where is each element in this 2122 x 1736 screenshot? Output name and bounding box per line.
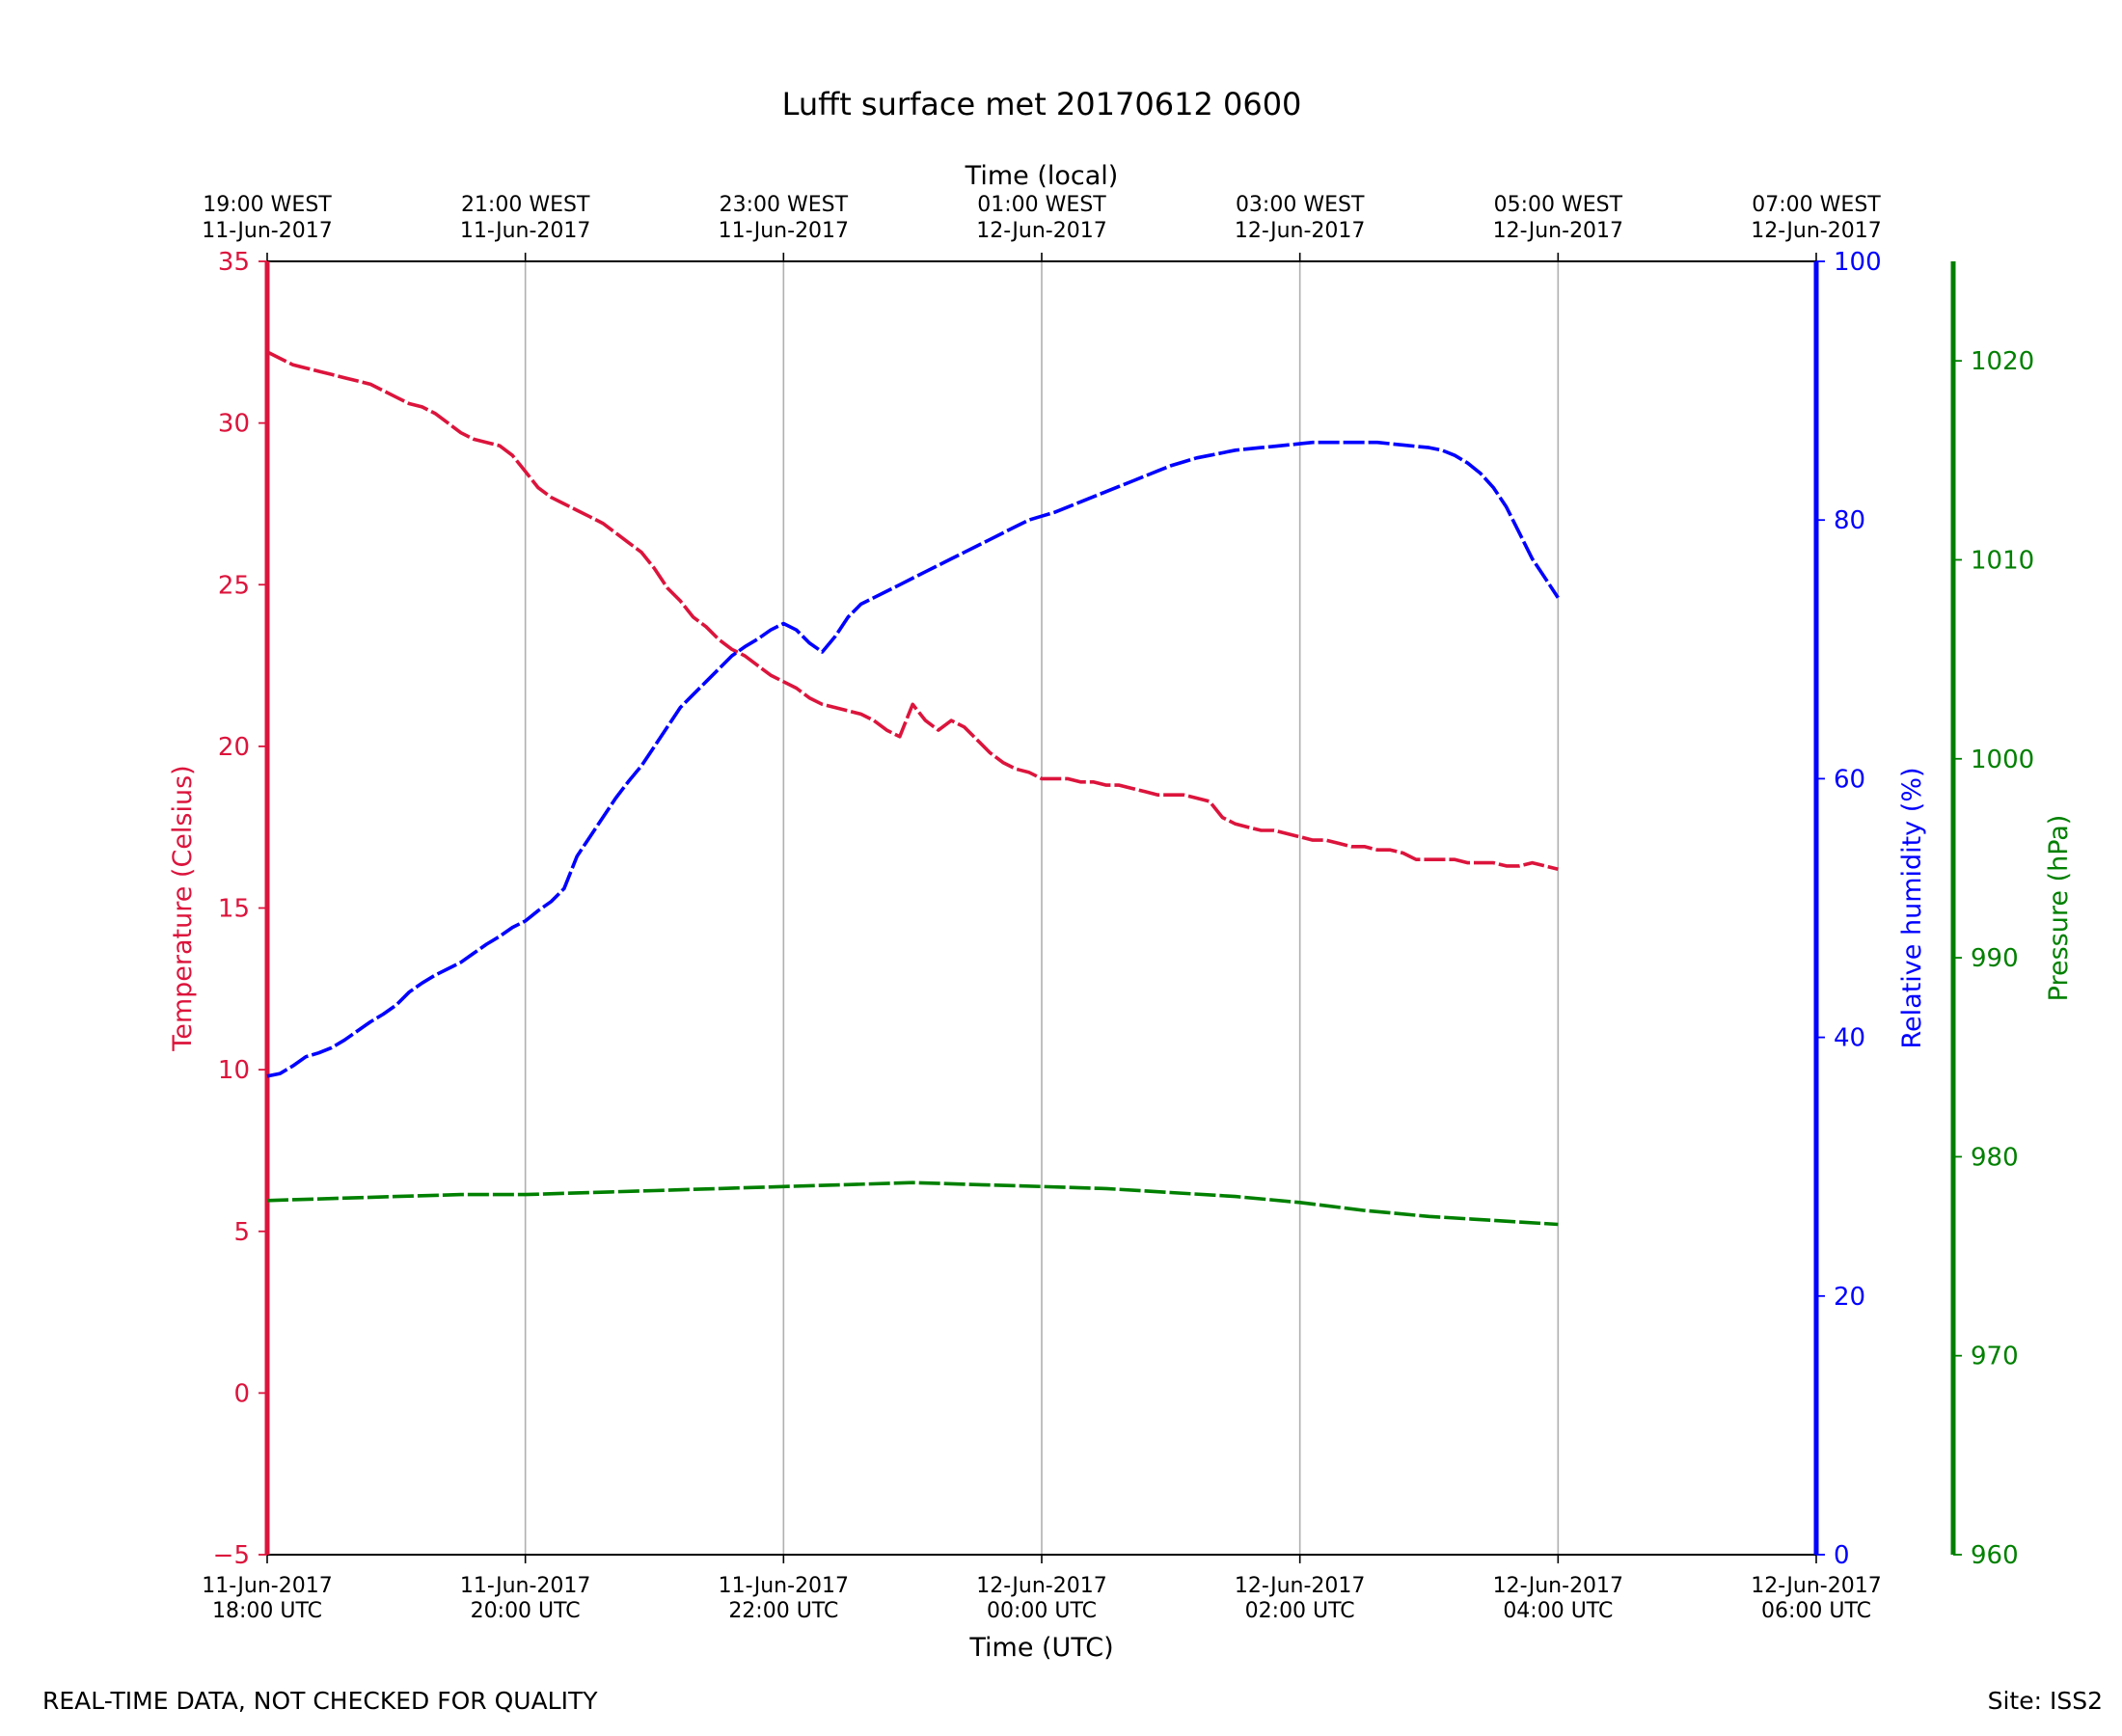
x-tick-label-date: 12-Jun-2017 xyxy=(1493,1574,1623,1598)
x-tick-label-time: 06:00 UTC xyxy=(1761,1599,1871,1623)
humidity-tick-label: 20 xyxy=(1834,1283,1865,1312)
pressure-tick-label: 990 xyxy=(1971,944,2019,973)
temperature-tick-label: 25 xyxy=(218,571,250,600)
x-tick-label-date: 12-Jun-2017 xyxy=(1751,1574,1881,1598)
humidity-tick-label: 60 xyxy=(1834,765,1865,794)
humidity-series-line xyxy=(266,440,1560,1078)
top-axis-label: Time (local) xyxy=(965,161,1119,191)
x-tick-label-time: 04:00 UTC xyxy=(1503,1599,1613,1623)
top-tick-label-time: 23:00 WEST xyxy=(720,193,849,217)
temperature-tick-label: −5 xyxy=(213,1541,250,1570)
top-tick-label-date: 11-Jun-2017 xyxy=(719,219,849,243)
humidity-tick-label: 100 xyxy=(1834,248,1882,277)
pressure-axis-label: Pressure (hPa) xyxy=(2044,815,2074,1002)
temperature-tick-label: 30 xyxy=(218,410,250,439)
x-axis-label: Time (UTC) xyxy=(968,1633,1113,1663)
top-tick-label-time: 01:00 WEST xyxy=(977,193,1106,217)
humidity-axis-label: Relative humidity (%) xyxy=(1897,767,1927,1048)
x-tick-label-time: 20:00 UTC xyxy=(471,1599,581,1623)
quality-note: REAL-TIME DATA, NOT CHECKED FOR QUALITY xyxy=(42,1687,598,1715)
top-tick-label-date: 12-Jun-2017 xyxy=(1751,219,1881,243)
top-tick-label-date: 11-Jun-2017 xyxy=(202,219,332,243)
x-tick-label-date: 11-Jun-2017 xyxy=(460,1574,590,1598)
humidity-tick-label: 80 xyxy=(1834,506,1865,535)
top-tick-label-date: 12-Jun-2017 xyxy=(1493,219,1623,243)
x-tick-label-time: 18:00 UTC xyxy=(212,1599,322,1623)
temperature-tick-label: 35 xyxy=(218,248,250,277)
temperature-tick-label: 10 xyxy=(218,1056,250,1085)
pressure-tick-label: 960 xyxy=(1971,1541,2019,1570)
pressure-series-line xyxy=(266,1180,1559,1227)
humidity-tick-label: 0 xyxy=(1834,1541,1850,1570)
temperature-series-line xyxy=(266,350,1559,872)
pressure-tick-label: 970 xyxy=(1971,1343,2019,1371)
top-tick-label-date: 11-Jun-2017 xyxy=(460,219,590,243)
pressure-tick-label: 1020 xyxy=(1971,347,2034,376)
x-tick-label-date: 11-Jun-2017 xyxy=(202,1574,332,1598)
temperature-axis-label: Temperature (Celsius) xyxy=(168,765,198,1051)
top-tick-label-time: 05:00 WEST xyxy=(1494,193,1623,217)
top-tick-label-time: 07:00 WEST xyxy=(1752,193,1881,217)
top-tick-label-date: 12-Jun-2017 xyxy=(1235,219,1365,243)
top-tick-label-time: 21:00 WEST xyxy=(461,193,590,217)
x-tick-label-time: 22:00 UTC xyxy=(728,1599,838,1623)
x-tick-label-date: 12-Jun-2017 xyxy=(976,1574,1106,1598)
x-tick-label-time: 00:00 UTC xyxy=(987,1599,1097,1623)
pressure-tick-label: 1010 xyxy=(1971,546,2034,575)
temperature-tick-label: 0 xyxy=(233,1379,250,1408)
top-tick-label-date: 12-Jun-2017 xyxy=(976,219,1106,243)
temperature-tick-label: 15 xyxy=(218,895,250,924)
site-label: Site: ISS2 xyxy=(1987,1687,2103,1715)
x-tick-label-date: 11-Jun-2017 xyxy=(719,1574,849,1598)
x-tick-label-date: 12-Jun-2017 xyxy=(1235,1574,1365,1598)
top-tick-label-time: 03:00 WEST xyxy=(1236,193,1365,217)
top-tick-label-time: 19:00 WEST xyxy=(203,193,332,217)
chart-title: Lufft surface met 20170612 0600 xyxy=(782,86,1302,122)
x-tick-label-time: 02:00 UTC xyxy=(1245,1599,1355,1623)
pressure-tick-label: 1000 xyxy=(1971,746,2034,774)
pressure-tick-label: 980 xyxy=(1971,1143,2019,1172)
temperature-tick-label: 5 xyxy=(233,1218,250,1247)
humidity-tick-label: 40 xyxy=(1834,1024,1865,1053)
temperature-tick-label: 20 xyxy=(218,733,250,762)
